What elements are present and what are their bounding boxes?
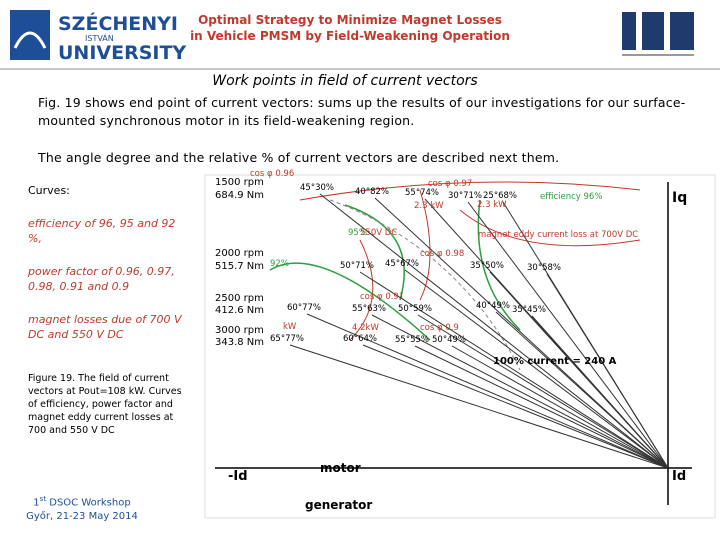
curve-label: 2.3 kW — [477, 200, 507, 210]
current-vector — [359, 271, 669, 469]
curve-label: kW — [283, 322, 297, 332]
current-vector — [414, 345, 669, 469]
axis-label: Id — [672, 469, 686, 484]
point-label: 50°71% — [340, 261, 374, 271]
current-vector — [417, 314, 669, 469]
current-vector — [546, 273, 669, 469]
paragraph: The angle degree and the relative % of c… — [38, 150, 560, 165]
sidebar-item: magnet losses due of 700 V DC and 550 V … — [28, 313, 182, 341]
current-limit — [329, 199, 521, 371]
curve-label: cos φ 0.97 — [428, 179, 472, 189]
curve-label: cos φ 0.91 — [360, 292, 404, 302]
point-label: 30°71% — [448, 191, 482, 201]
point-label: 25°68% — [483, 191, 517, 201]
logo-right — [622, 12, 694, 56]
point-label: 45°30% — [300, 183, 334, 193]
current-vector — [495, 311, 669, 469]
current-vector — [531, 315, 669, 469]
curve-pf — [419, 189, 431, 301]
current-vector — [289, 344, 669, 469]
current-vector — [306, 313, 669, 469]
axis-label: -Id — [228, 469, 248, 484]
footer: 1st DSOC Workshop Győr, 21-23 May 2014 — [22, 492, 142, 524]
point-label: 50°59% — [398, 304, 432, 314]
point-label: 55°55% — [395, 335, 429, 345]
axis-label: Iq — [672, 190, 687, 206]
sidebar-item: power factor of 0.96, 0.97, 0.98, 0.91 a… — [28, 265, 175, 293]
point-label: 45°67% — [385, 259, 419, 269]
footer-text: DSOC Workshop — [46, 497, 131, 509]
logo-text: ISTVÁN — [85, 32, 114, 43]
current-vector — [404, 269, 669, 469]
point-label: 50°49% — [432, 335, 466, 345]
point-label: 60°64% — [343, 334, 377, 344]
logo-block — [622, 12, 636, 50]
sidebar-item: efficiency of 96, 95 and 92 %, — [28, 217, 176, 245]
logo-block — [642, 12, 664, 50]
caption: Figure 19. The field of current vectors … — [28, 373, 182, 436]
speed-label: 3000 rpm — [215, 325, 264, 336]
speed-label: 684.9 Nm — [215, 190, 264, 201]
curve-loss — [349, 239, 374, 341]
curve-efficiency — [344, 204, 405, 301]
point-label: 55°63% — [352, 304, 386, 314]
current-vector — [319, 193, 669, 469]
curve-label: magnet eddy current loss at 700V DC — [478, 230, 638, 240]
curve-efficiency — [477, 199, 521, 331]
axis-label: generator — [305, 498, 372, 512]
slide-title: Optimal Strategy to Minimize Magnet Loss… — [190, 13, 510, 43]
current-vector — [371, 314, 669, 469]
logo-left: SZÉCHENYI ISTVÁN UNIVERSITY — [10, 10, 186, 64]
point-label: 35°50% — [470, 261, 504, 271]
point-label: 60°77% — [287, 303, 321, 313]
current-vector — [451, 345, 669, 469]
curve-label: efficiency 96% — [540, 192, 602, 202]
logo-block — [670, 12, 694, 50]
header: SZÉCHENYI ISTVÁN UNIVERSITY Optimal Stra… — [0, 0, 720, 70]
curve-label: 4.2kW — [352, 323, 379, 333]
curve-label: 92% — [270, 259, 289, 269]
current-vector — [467, 201, 669, 469]
speed-label: 2500 rpm — [215, 293, 264, 304]
point-label: 30°58% — [527, 263, 561, 273]
logo-text: UNIVERSITY — [58, 42, 186, 64]
logo-line — [622, 54, 694, 56]
subtitle: Work points in field of current vectors — [212, 73, 478, 89]
speed-label: 2000 rpm — [215, 248, 264, 259]
figure-frame — [204, 174, 716, 519]
point-label: 55°74% — [405, 188, 439, 198]
speed-label: 343.8 Nm — [215, 337, 264, 348]
curve-efficiency — [269, 262, 431, 341]
point-label: 35°45% — [512, 305, 546, 315]
axis-label: motor — [320, 461, 361, 475]
logo-text: SZÉCHENYI — [58, 12, 178, 35]
curve-loss — [459, 209, 641, 247]
logo-shield — [10, 10, 50, 60]
point-label: 40°82% — [355, 187, 389, 197]
curve-label: 2.3 kW — [414, 201, 444, 211]
logo-bridge — [13, 31, 47, 49]
point-label: 65°77% — [270, 334, 304, 344]
current-vector — [374, 197, 669, 469]
curve-label: cos φ 0.98 — [420, 249, 464, 259]
speed-label: 1500 rpm — [215, 177, 264, 188]
curve-pf — [299, 181, 641, 201]
footer-text: Győr, 21-23 May 2014 — [26, 511, 138, 523]
sidebar-heading: Curves: — [28, 184, 70, 197]
axis-label: 100% current = 240 A — [493, 356, 617, 367]
curve-label: 550V DC — [360, 228, 397, 238]
paragraph: Fig. 19 shows end point of current vecto… — [38, 95, 686, 128]
current-vector — [362, 344, 669, 469]
curve-label: 95% — [348, 228, 367, 238]
point-label: 40°49% — [476, 301, 510, 311]
footer-text: 1 — [33, 497, 40, 509]
speed-label: 515.7 Nm — [215, 261, 264, 272]
speed-label: 412.6 Nm — [215, 305, 264, 316]
curve-label: cos φ 0.9 — [420, 323, 459, 333]
curve-label: cos φ 0.96 — [250, 169, 294, 179]
footer-text: st — [39, 495, 47, 503]
sidebar: Curves: efficiency of 96, 95 and 92 %, p… — [28, 183, 188, 437]
